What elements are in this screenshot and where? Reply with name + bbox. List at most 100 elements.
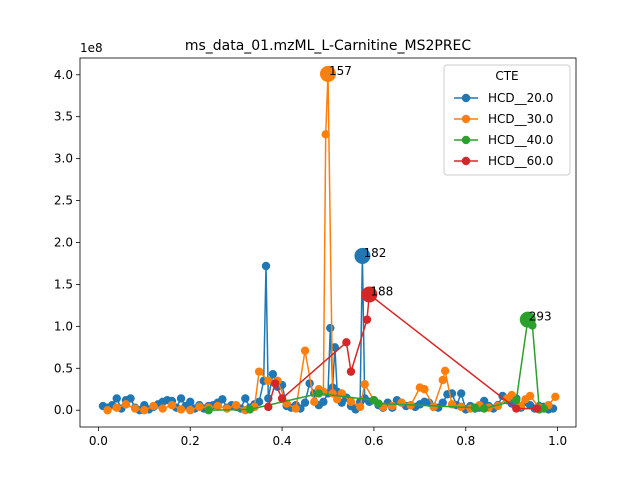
data-point bbox=[186, 406, 195, 415]
data-point bbox=[245, 405, 255, 414]
data-point bbox=[277, 394, 287, 403]
data-point bbox=[149, 401, 158, 411]
series-line bbox=[102, 255, 554, 412]
data-point bbox=[551, 392, 560, 402]
annotation-layer: 157 182 188 293 bbox=[329, 64, 552, 324]
data-point bbox=[264, 402, 273, 412]
data-point bbox=[512, 395, 521, 405]
data-point bbox=[218, 395, 227, 404]
data-point bbox=[176, 394, 186, 403]
data-point bbox=[310, 397, 319, 407]
data-point bbox=[456, 389, 466, 398]
y-scale-label: 1e8 bbox=[80, 41, 103, 55]
data-point bbox=[420, 385, 429, 394]
series-layer bbox=[98, 65, 560, 415]
legend-item: HCD__20.0 bbox=[454, 91, 553, 105]
data-point bbox=[326, 323, 335, 333]
data-point bbox=[438, 375, 448, 385]
data-point bbox=[319, 397, 328, 407]
annotation-label: 293 bbox=[529, 310, 552, 324]
data-point bbox=[158, 404, 167, 413]
legend-marker bbox=[461, 156, 471, 166]
data-point bbox=[525, 391, 535, 401]
annotation-label: 157 bbox=[329, 64, 352, 78]
legend-box bbox=[443, 64, 571, 176]
data-point bbox=[388, 401, 397, 411]
x-tick-label: 0.4 bbox=[273, 434, 292, 448]
data-point bbox=[528, 321, 537, 330]
data-point bbox=[231, 400, 241, 410]
data-point bbox=[140, 406, 149, 415]
data-point bbox=[222, 404, 232, 413]
data-point bbox=[204, 406, 213, 415]
y-tick-label: 1.0 bbox=[54, 319, 73, 333]
data-point bbox=[126, 394, 135, 403]
data-point bbox=[361, 286, 378, 303]
data-point bbox=[300, 346, 310, 355]
data-point bbox=[195, 402, 204, 412]
x-tick-label: 0.2 bbox=[181, 434, 200, 448]
plot-area: 0.0 0.2 0.4 0.6 0.8 1.0 0.0 0.5 1.0 1.5 2.0 2.5 3.0 3… bbox=[54, 57, 577, 448]
x-tick-label: 1.0 bbox=[548, 434, 567, 448]
data-point bbox=[270, 379, 280, 388]
data-point bbox=[264, 376, 273, 386]
data-point bbox=[213, 401, 222, 411]
data-point bbox=[470, 403, 480, 412]
data-point bbox=[254, 367, 264, 376]
data-point bbox=[479, 404, 489, 413]
data-point bbox=[241, 394, 250, 403]
y-tick-label: 3.5 bbox=[54, 110, 73, 124]
data-point bbox=[539, 404, 549, 413]
data-point bbox=[320, 65, 336, 82]
legend-label: HCD__30.0 bbox=[488, 112, 553, 126]
data-point bbox=[103, 406, 112, 415]
y-tick-label: 0.0 bbox=[54, 403, 73, 417]
legend-label: HCD__40.0 bbox=[488, 133, 553, 147]
data-point bbox=[438, 398, 448, 407]
y-tick-label: 3.0 bbox=[54, 152, 73, 166]
data-point bbox=[532, 404, 542, 413]
data-point bbox=[354, 247, 371, 264]
y-tick-label: 0.5 bbox=[54, 361, 73, 375]
data-point bbox=[268, 369, 278, 379]
series-line bbox=[208, 317, 545, 411]
y-tick-label: 2.0 bbox=[54, 236, 73, 250]
x-tick-label: 0.8 bbox=[456, 434, 475, 448]
legend-marker bbox=[461, 114, 471, 124]
annotation-label: 182 bbox=[363, 246, 386, 260]
legend-label: HCD__60.0 bbox=[488, 154, 553, 168]
data-point bbox=[330, 343, 340, 352]
legend-item: HCD__60.0 bbox=[454, 154, 553, 168]
data-point bbox=[360, 380, 369, 389]
data-point bbox=[186, 397, 195, 407]
data-point bbox=[314, 389, 324, 398]
series-HCD__60.0 bbox=[264, 286, 542, 413]
data-point bbox=[332, 395, 342, 404]
y-tick-label: 1.5 bbox=[54, 277, 73, 291]
data-point bbox=[112, 403, 121, 412]
data-point bbox=[374, 399, 383, 408]
data-point bbox=[321, 130, 330, 139]
legend-marker bbox=[461, 135, 471, 145]
data-point bbox=[300, 398, 310, 407]
data-point bbox=[342, 338, 351, 347]
legend-marker bbox=[461, 93, 471, 103]
annotation-label: 188 bbox=[370, 284, 393, 298]
data-point bbox=[291, 404, 301, 413]
y-tick-label: 2.5 bbox=[54, 194, 73, 208]
legend-label: HCD__20.0 bbox=[488, 91, 553, 105]
data-point bbox=[397, 398, 406, 407]
data-point bbox=[112, 394, 121, 403]
data-point bbox=[362, 315, 372, 324]
data-point bbox=[512, 404, 521, 413]
data-point bbox=[121, 400, 131, 409]
data-point bbox=[440, 366, 450, 376]
series-HCD__20.0 bbox=[98, 247, 558, 415]
data-point bbox=[130, 404, 140, 413]
y-tick-label: 4.0 bbox=[54, 68, 73, 82]
data-point bbox=[429, 402, 438, 412]
data-point bbox=[261, 261, 271, 271]
x-tick-label: 0.0 bbox=[89, 434, 108, 448]
data-point bbox=[346, 367, 356, 376]
